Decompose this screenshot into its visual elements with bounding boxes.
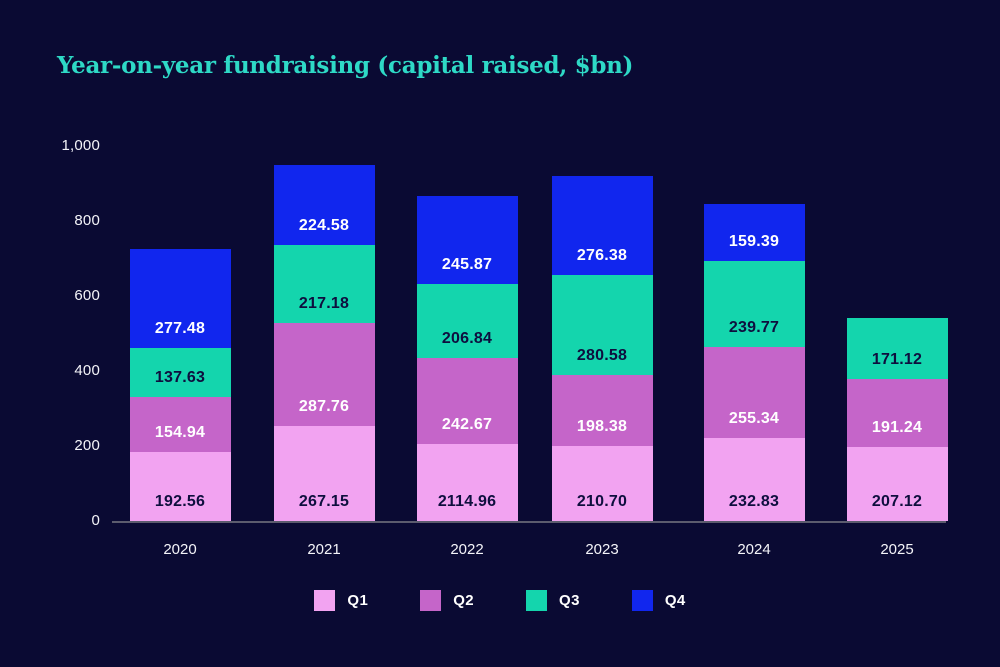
bar-value-label: 210.70 xyxy=(576,493,628,510)
bar-segment-2021-q1: 267.15 xyxy=(273,425,375,521)
bar-value-label: 217.18 xyxy=(298,294,350,312)
y-axis-tick-600: 600 xyxy=(74,287,100,304)
x-axis-label-2020: 2020 xyxy=(163,541,197,558)
bar-segment-2023-q1: 210.70 xyxy=(551,445,653,521)
y-axis-tick-0: 0 xyxy=(91,512,100,529)
bar-segment-2025-q1: 207.12 xyxy=(846,447,948,521)
bar-value-label: 287.76 xyxy=(298,397,350,415)
bar-value-label: 206.84 xyxy=(441,329,493,347)
bar-value-label: 232.83 xyxy=(728,493,780,510)
x-axis-label-2023: 2023 xyxy=(585,541,619,558)
bar-value-label: 154.94 xyxy=(154,424,206,442)
bar-segment-2020-q3: 137.63 xyxy=(129,347,231,397)
bar-value-label: 267.15 xyxy=(298,493,350,510)
bar-segment-2022-q1: 2114.96 xyxy=(416,444,518,521)
chart-legend: Q1 Q2 Q3 Q4 xyxy=(0,590,1000,611)
bar-segment-2022-q4: 245.87 xyxy=(416,196,518,284)
legend-swatch-q1 xyxy=(314,590,336,611)
bar-value-label: 191.24 xyxy=(871,419,923,437)
y-axis-tick-400: 400 xyxy=(74,362,100,379)
x-axis-label-2021: 2021 xyxy=(307,541,341,558)
legend-label-q3: Q3 xyxy=(559,592,580,609)
bar-segment-2025-q3: 171.12 xyxy=(846,317,948,379)
bar-value-label: 245.87 xyxy=(441,255,493,273)
bar-segment-2020-q1: 192.56 xyxy=(129,452,231,521)
bar-segment-2022-q3: 206.84 xyxy=(416,283,518,358)
bar-segment-2024-q1: 232.83 xyxy=(703,437,805,521)
bar-segment-2024-q4: 159.39 xyxy=(703,204,805,262)
legend-swatch-q4 xyxy=(631,590,653,611)
bar-segment-2020-q4: 277.48 xyxy=(129,248,231,348)
legend-item-q2: Q2 xyxy=(420,590,474,611)
y-axis-tick-1000: 1,000 xyxy=(61,137,100,154)
bar-value-label: 159.39 xyxy=(728,233,780,251)
legend-item-q3: Q3 xyxy=(526,590,580,611)
y-axis-tick-200: 200 xyxy=(74,437,100,454)
y-axis-tick-800: 800 xyxy=(74,212,100,229)
bar-segment-2023-q3: 280.58 xyxy=(551,274,653,375)
x-axis-label-2022: 2022 xyxy=(450,541,484,558)
x-axis-label-2024: 2024 xyxy=(737,541,771,558)
bar-value-label: 224.58 xyxy=(298,217,350,235)
bar-value-label: 280.58 xyxy=(576,346,628,364)
legend-item-q4: Q4 xyxy=(631,590,686,611)
bar-segment-2021-q3: 217.18 xyxy=(273,245,375,323)
bar-value-label: 2114.96 xyxy=(437,493,497,510)
legend-swatch-q2 xyxy=(420,590,442,611)
bar-segment-2023-q2: 198.38 xyxy=(551,374,653,446)
bar-value-label: 277.48 xyxy=(154,319,206,337)
bar-segment-2024-q2: 255.34 xyxy=(703,346,805,438)
chart-title: Year-on-year fundraising (capital raised… xyxy=(57,52,634,79)
legend-item-q1: Q1 xyxy=(314,590,368,611)
bar-segment-2021-q2: 287.76 xyxy=(273,322,375,426)
bar-value-label: 242.67 xyxy=(441,416,493,434)
bar-segment-2024-q3: 239.77 xyxy=(703,261,805,347)
legend-label-q1: Q1 xyxy=(347,592,369,609)
bar-value-label: 276.38 xyxy=(576,246,628,264)
bar-value-label: 171.12 xyxy=(871,350,923,368)
x-axis-baseline xyxy=(112,521,946,523)
legend-label-q2: Q2 xyxy=(453,592,474,609)
bar-segment-2023-q4: 276.38 xyxy=(551,176,653,275)
bar-segment-2020-q2: 154.94 xyxy=(129,396,231,453)
x-axis-label-2025: 2025 xyxy=(880,541,914,558)
legend-swatch-q3 xyxy=(526,590,547,611)
legend-label-q4: Q4 xyxy=(664,592,686,609)
bar-value-label: 255.34 xyxy=(728,409,780,427)
bar-segment-2025-q2: 191.24 xyxy=(846,378,948,448)
bar-segment-2022-q2: 242.67 xyxy=(416,357,518,445)
bar-value-label: 207.12 xyxy=(871,493,923,510)
bar-value-label: 239.77 xyxy=(728,318,780,336)
bar-value-label: 192.56 xyxy=(154,493,206,510)
bar-segment-2021-q4: 224.58 xyxy=(273,165,375,246)
bar-value-label: 198.38 xyxy=(576,417,628,435)
bar-value-label: 137.63 xyxy=(154,368,206,386)
